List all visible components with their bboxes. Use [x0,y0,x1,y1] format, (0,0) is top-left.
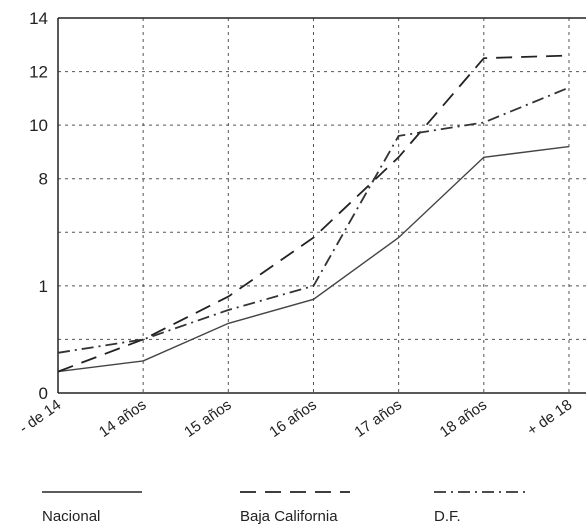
y-tick-label: 12 [29,63,48,82]
series-lines [57,54,570,373]
x-tick-label: 17 años [351,396,404,441]
x-axis-ticks: - de 14 14 años 15 años 16 años 17 años 18 añ… [16,396,575,441]
axes [57,17,586,394]
legend-label: Nacional [42,508,100,525]
legend: Nacional Baja California D.F. [42,491,530,525]
y-tick-label: 0 [39,384,48,403]
y-tick-label: 8 [39,170,48,189]
grid [58,17,586,393]
x-tick-label: 15 años [181,396,234,441]
legend-label: Baja California [240,508,338,525]
series-line-baja-california [57,54,570,373]
x-tick-label: + de 18 [524,396,575,439]
series-line-nacional [57,145,570,373]
series-line-d-f [57,86,570,354]
y-axis-ticks: 0 1 8 10 12 14 [29,9,48,403]
legend-label: D.F. [434,508,461,525]
x-tick-label: 14 años [96,396,149,441]
y-tick-label: 10 [29,116,48,135]
x-tick-label: 16 años [266,396,319,441]
y-tick-label: 14 [29,9,48,28]
y-tick-label: 1 [39,277,48,296]
x-tick-label: 18 años [437,396,490,441]
